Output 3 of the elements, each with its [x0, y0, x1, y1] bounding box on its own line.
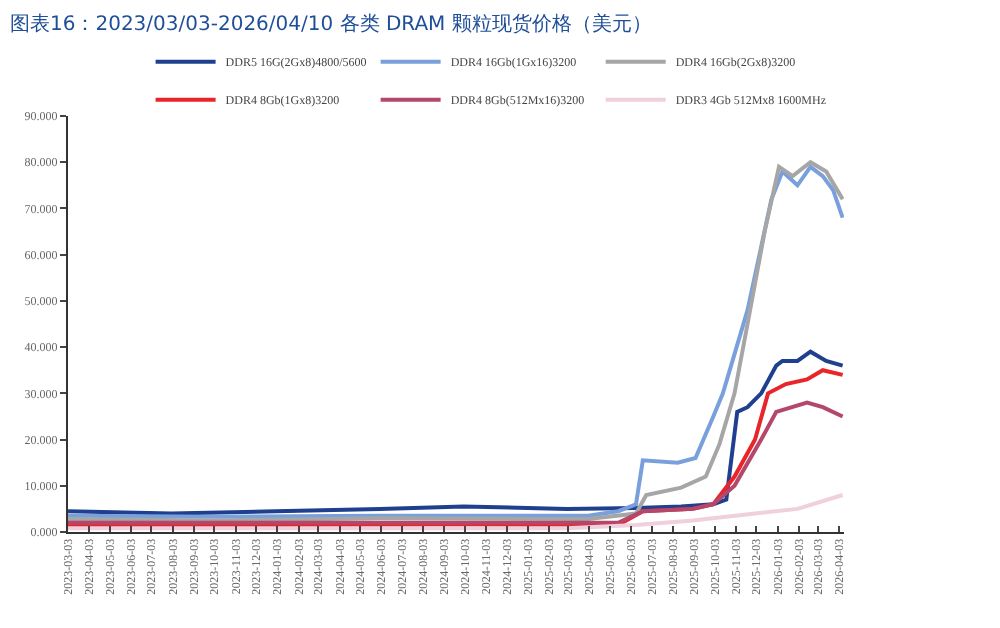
line-series: [68, 400, 844, 525]
line-series: [68, 349, 844, 516]
chart-title: 图表16：2023/03/03-2026/04/10 各类 DRAM 颗粒现货价格（美元）: [10, 11, 652, 36]
